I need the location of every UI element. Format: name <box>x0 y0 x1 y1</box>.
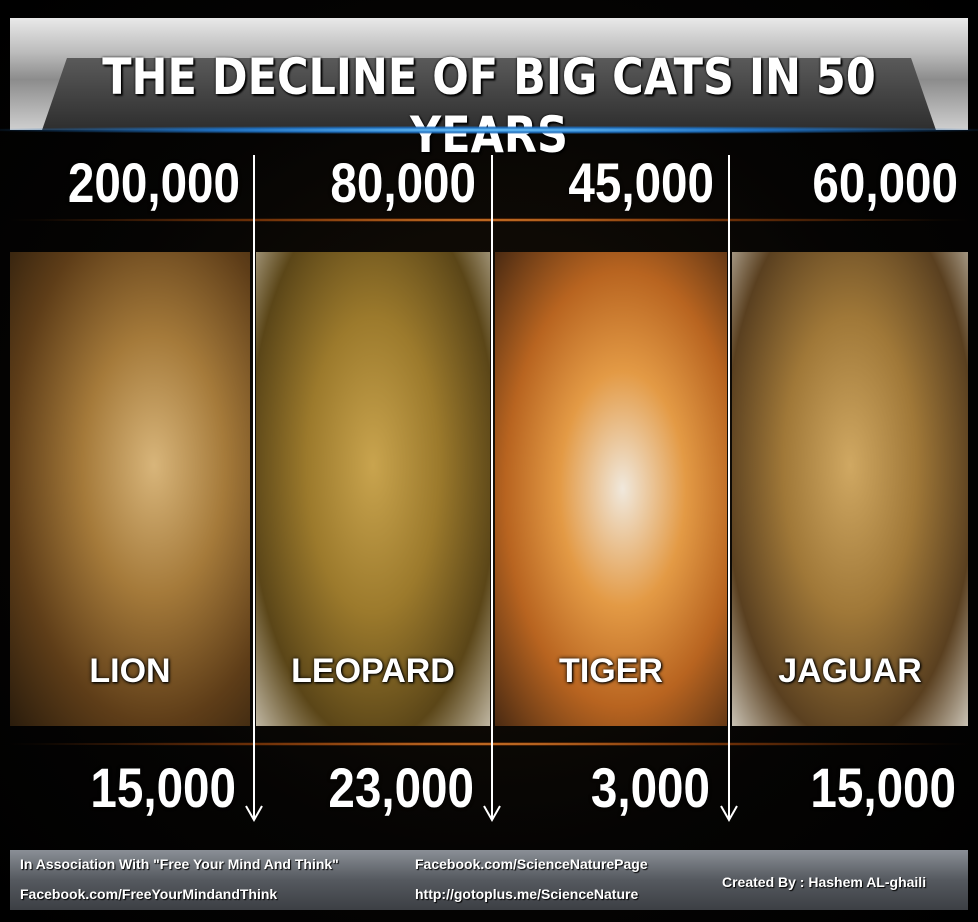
before-count: 60,000 <box>812 151 958 214</box>
title: THE DECLINE OF BIG CATS IN 50 YEARS <box>102 48 876 164</box>
light-streak <box>0 218 978 222</box>
before-count: 200,000 <box>67 151 240 214</box>
cat-name: JAGUAR <box>778 652 922 690</box>
after-count: 3,000 <box>590 756 710 819</box>
after-count: 23,000 <box>328 756 474 819</box>
down-arrow <box>720 155 738 823</box>
glow-line <box>0 126 978 134</box>
before-count: 80,000 <box>330 151 476 214</box>
cat-name: TIGER <box>559 652 663 690</box>
credit: Created By : Hashem AL-ghaili <box>722 874 927 890</box>
tiger-image: TIGER <box>495 252 727 726</box>
jaguar-image: JAGUAR <box>732 252 968 726</box>
after-count: 15,000 <box>90 756 236 819</box>
cat-name: LEOPARD <box>291 652 455 690</box>
before-count: 45,000 <box>568 151 714 214</box>
after-count: 15,000 <box>810 756 956 819</box>
facebook-link: Facebook.com/ScienceNaturePage <box>415 856 648 872</box>
light-streak <box>0 742 978 746</box>
website-link: http://gotoplus.me/ScienceNature <box>415 886 639 902</box>
down-arrow <box>483 155 501 823</box>
lion-image: LION <box>10 252 250 726</box>
footer: In Association With "Free Your Mind And … <box>10 850 968 910</box>
leopard-image: LEOPARD <box>256 252 490 726</box>
cat-name: LION <box>89 652 171 690</box>
association: In Association With "Free Your Mind And … <box>20 856 339 872</box>
title-banner <box>10 18 968 130</box>
association-link: Facebook.com/FreeYourMindandThink <box>20 886 278 902</box>
down-arrow <box>245 155 263 823</box>
